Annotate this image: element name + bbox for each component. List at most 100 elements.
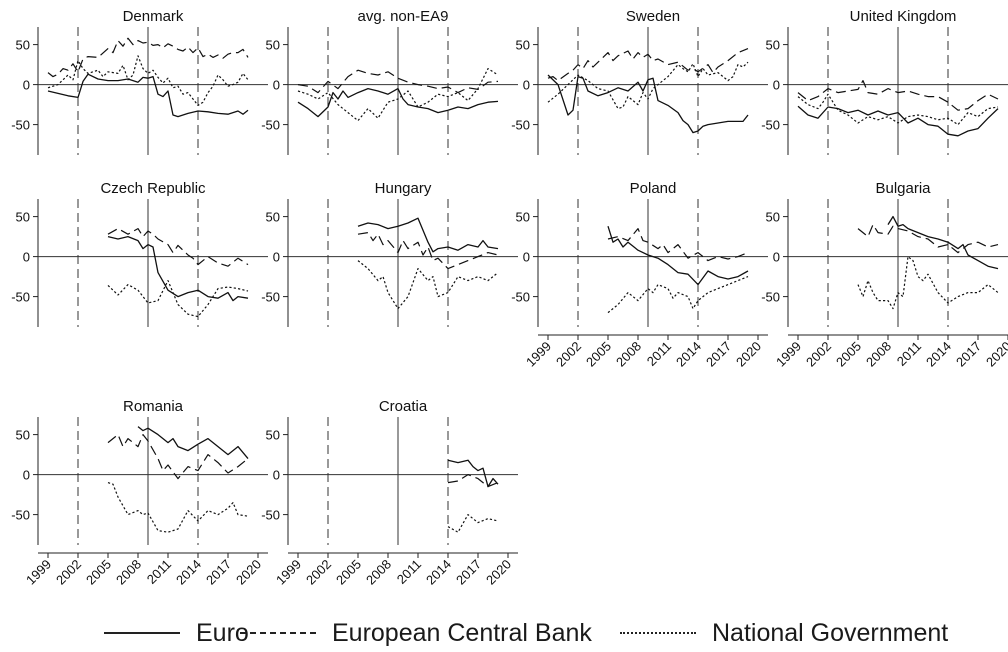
y-tick-label: 0 (273, 468, 280, 483)
panel-title: Denmark (123, 8, 184, 25)
series-line-gov (797, 93, 999, 126)
y-tick-label: -50 (11, 508, 30, 523)
series-line-gov (107, 482, 249, 533)
y-tick-label: 50 (516, 210, 530, 225)
x-tick-label: 2008 (613, 339, 644, 370)
y-tick-label: 50 (16, 38, 30, 53)
x-tick-label: 1999 (773, 339, 804, 370)
y-tick-label: 50 (16, 428, 30, 443)
panel-5: Czech Republic 50 0 -50 (11, 180, 268, 327)
y-tick-label: 50 (766, 38, 780, 53)
x-tick-label: 2014 (173, 557, 204, 588)
series-line-ecb (47, 37, 249, 78)
series-line-euro (547, 74, 749, 134)
x-tick-label: 2014 (923, 339, 954, 370)
y-tick-label: 50 (266, 210, 280, 225)
series-line-euro (137, 426, 249, 460)
series-line-euro (607, 226, 749, 286)
x-tick-label: 2020 (233, 557, 264, 588)
series-line-ecb (857, 224, 999, 254)
panel-title: Czech Republic (100, 180, 206, 197)
series-line-euro (357, 217, 499, 253)
series-line-ecb (107, 434, 249, 480)
panel-title: Croatia (379, 398, 428, 415)
x-tick-label: 2008 (363, 557, 394, 588)
y-tick-label: 0 (773, 250, 780, 265)
x-tick-label: 2005 (833, 339, 864, 370)
y-tick-label: -50 (11, 290, 30, 305)
series-line-ecb (447, 474, 499, 488)
legend-label-gov: National Government (712, 618, 949, 647)
x-tick-label: 2014 (423, 557, 454, 588)
y-tick-label: 0 (23, 78, 30, 93)
x-tick-label: 1999 (523, 339, 554, 370)
x-tick-label: 2020 (983, 339, 1008, 370)
x-tick-label: 2020 (733, 339, 764, 370)
series-line-gov (357, 260, 499, 310)
legend-item-gov: National Government (620, 618, 948, 648)
y-tick-label: -50 (761, 290, 780, 305)
series-line-gov (297, 67, 499, 122)
panel-4: United Kingdom 50 0 -50 (761, 8, 1008, 155)
series-line-ecb (607, 228, 749, 262)
y-tick-label: 50 (266, 38, 280, 53)
y-tick-label: -50 (761, 118, 780, 133)
x-tick-label: 2011 (894, 339, 924, 369)
series-line-gov (447, 513, 499, 533)
panel-title: Hungary (375, 180, 432, 197)
x-tick-label: 2014 (673, 339, 704, 370)
y-tick-label: -50 (261, 118, 280, 133)
x-tick-label: 2008 (113, 557, 144, 588)
x-tick-label: 2002 (803, 339, 834, 370)
series-line-ecb (547, 48, 749, 82)
panel-1: Denmark 50 0 -50 (11, 8, 268, 155)
series-line-gov (607, 276, 749, 314)
series-line-gov (547, 61, 749, 110)
y-tick-label: 50 (16, 210, 30, 225)
panel-6: Hungary 50 0 -50 (261, 180, 518, 327)
x-tick-label: 2005 (583, 339, 614, 370)
legend-dashed-swatch (240, 632, 316, 634)
y-tick-label: -50 (261, 290, 280, 305)
chart-legend: Euro European Central Bank National Gove… (0, 612, 1008, 652)
y-tick-label: 0 (523, 78, 530, 93)
y-tick-label: 0 (23, 468, 30, 483)
x-tick-label: 2002 (553, 339, 584, 370)
y-tick-label: 50 (266, 428, 280, 443)
x-tick-label: 2017 (953, 339, 984, 370)
legend-label-ecb: European Central Bank (332, 618, 592, 647)
panel-title: Romania (123, 398, 184, 415)
legend-dotted-swatch (620, 632, 696, 634)
legend-item-euro: Euro (104, 618, 249, 648)
legend-item-ecb: European Central Bank (240, 618, 592, 648)
series-line-euro (887, 215, 999, 270)
x-tick-label: 2008 (863, 339, 894, 370)
y-tick-label: -50 (11, 118, 30, 133)
series-line-ecb (107, 228, 249, 267)
y-tick-label: -50 (511, 290, 530, 305)
y-tick-label: -50 (511, 118, 530, 133)
legend-solid-swatch (104, 632, 180, 634)
panel-title: Sweden (626, 8, 680, 25)
x-tick-label: 1999 (23, 557, 54, 588)
x-tick-label: 2017 (703, 339, 734, 370)
y-tick-label: 50 (766, 210, 780, 225)
y-tick-label: 50 (516, 38, 530, 53)
x-tick-label: 2011 (144, 557, 174, 587)
series-line-euro (797, 105, 999, 137)
x-tick-label: 2002 (53, 557, 84, 588)
x-tick-label: 1999 (273, 557, 304, 588)
x-tick-label: 2005 (333, 557, 364, 588)
panel-title: United Kingdom (850, 8, 957, 25)
y-tick-label: 0 (523, 250, 530, 265)
panel-title: Bulgaria (875, 180, 931, 197)
x-tick-label: 2005 (83, 557, 114, 588)
small-multiples-chart: Denmark 50 0 -50 avg. non-EA9 50 0 -50 Sweden 50 0… (11, 8, 1008, 588)
series-line-ecb (357, 232, 499, 270)
series-line-euro (297, 87, 499, 118)
y-tick-label: 0 (273, 78, 280, 93)
